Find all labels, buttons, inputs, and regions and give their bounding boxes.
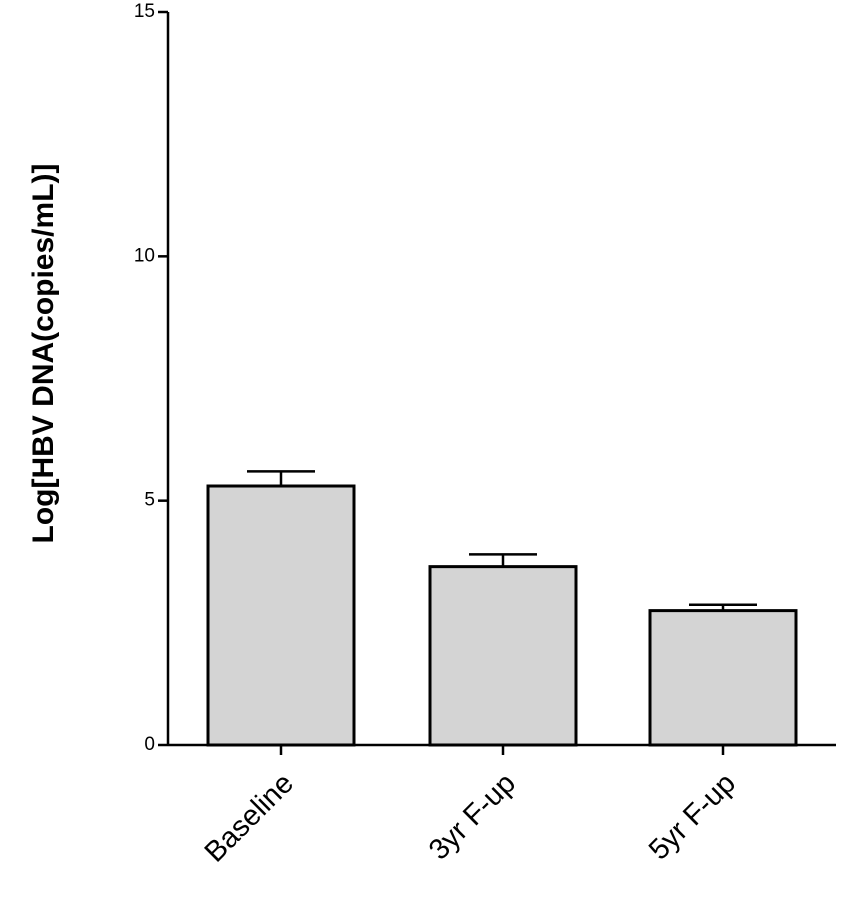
x-tick-label: 5yr F-up [643, 767, 742, 866]
y-ticks-layer: 0 5 10 15 [134, 1, 168, 755]
error-bars-layer [247, 470, 757, 611]
bar [648, 609, 798, 747]
y-tick-label: 10 [134, 245, 155, 266]
x-ticks-layer: Baseline 3yr F-up 5yr F-up [199, 745, 742, 869]
bars-layer [206, 484, 798, 747]
bar [428, 565, 578, 747]
bar [206, 484, 356, 747]
y-tick-label: 0 [144, 734, 155, 755]
x-tick-label: 3yr F-up [423, 767, 522, 866]
y-axis-title: Log[HBV DNA(copies/mL)] [27, 164, 60, 544]
y-tick-label: 15 [134, 1, 155, 22]
y-tick-label: 5 [144, 490, 155, 511]
x-tick-label: Baseline [199, 767, 300, 868]
